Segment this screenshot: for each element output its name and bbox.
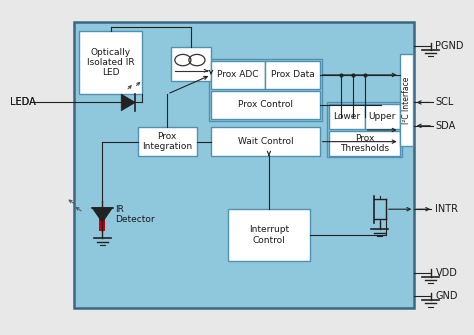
Text: Prox ADC: Prox ADC: [218, 70, 259, 79]
Bar: [365, 104, 400, 129]
Bar: [74, 22, 414, 308]
Bar: [211, 61, 265, 89]
Bar: [211, 91, 319, 119]
Text: Prox
Thresholds: Prox Thresholds: [340, 134, 389, 153]
Bar: [329, 104, 365, 129]
Text: Upper: Upper: [369, 112, 396, 121]
Text: VDD: VDD: [436, 268, 457, 278]
Text: INTR: INTR: [436, 204, 458, 214]
Text: Interrupt
Control: Interrupt Control: [249, 225, 289, 245]
Text: Lower: Lower: [333, 112, 360, 121]
Bar: [100, 208, 105, 231]
Text: SDA: SDA: [436, 121, 456, 131]
Text: PGND: PGND: [436, 41, 464, 51]
Polygon shape: [92, 208, 113, 222]
Text: Prox Control: Prox Control: [238, 100, 293, 110]
Bar: [265, 61, 319, 89]
Text: Optically
Isolated IR
LED: Optically Isolated IR LED: [87, 48, 135, 77]
Bar: [209, 59, 322, 121]
Bar: [171, 47, 211, 81]
Bar: [211, 127, 319, 156]
Bar: [79, 31, 143, 94]
Bar: [228, 209, 310, 261]
Text: I²C Interface: I²C Interface: [402, 76, 411, 124]
Text: Prox
Integration: Prox Integration: [142, 132, 192, 151]
Text: Wait Control: Wait Control: [237, 137, 293, 146]
Bar: [329, 131, 400, 156]
Bar: [138, 127, 197, 156]
Text: IR
Detector: IR Detector: [116, 204, 155, 224]
Text: LEDA: LEDA: [10, 97, 36, 108]
Text: Prox Data: Prox Data: [271, 70, 314, 79]
Polygon shape: [121, 94, 136, 111]
Text: GND: GND: [436, 291, 458, 301]
Text: LEDA: LEDA: [10, 97, 36, 108]
Bar: [327, 103, 402, 157]
Bar: [400, 54, 413, 146]
Text: SCL: SCL: [436, 97, 454, 108]
